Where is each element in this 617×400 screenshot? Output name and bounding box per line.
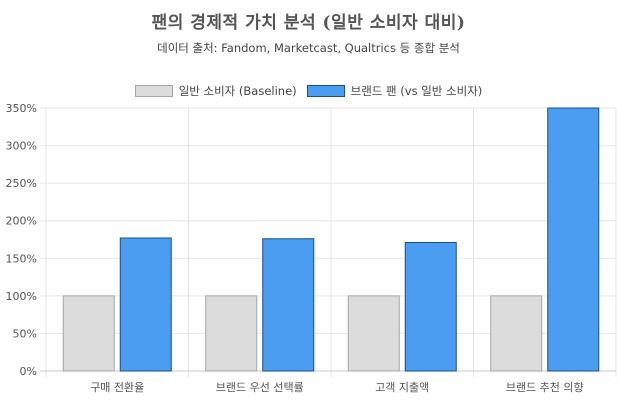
bar-fan: [547, 107, 600, 372]
legend-label-fan: 브랜드 팬 (vs 일반 소비자): [350, 84, 483, 98]
x-tick-label: 고객 지출액: [375, 381, 429, 394]
legend-swatch-fan: [306, 85, 345, 97]
legend: 일반 소비자 (Baseline) 브랜드 팬 (vs 일반 소비자): [0, 83, 617, 99]
legend-item-fan[interactable]: 브랜드 팬 (vs 일반 소비자): [306, 83, 483, 99]
x-tick-label: 브랜드 추천 의향: [506, 380, 584, 394]
y-tick-label: 200%: [6, 215, 37, 228]
y-tick-label: 350%: [6, 102, 37, 115]
x-tick-label: 구매 전환율: [90, 381, 144, 394]
bar-fan: [262, 238, 315, 372]
legend-swatch-baseline: [134, 85, 173, 97]
y-tick-label: 100%: [6, 290, 37, 303]
bar-fan: [119, 237, 172, 372]
chart-subtitle: 데이터 출처: Fandom, Marketcast, Qualtrics 등 …: [157, 41, 460, 55]
legend-item-baseline[interactable]: 일반 소비자 (Baseline): [134, 83, 297, 99]
y-tick-label: 300%: [6, 140, 37, 153]
y-tick-label: 250%: [6, 177, 37, 190]
bar-baseline: [62, 295, 115, 372]
bar-baseline: [347, 295, 400, 372]
legend-label-baseline: 일반 소비자 (Baseline): [178, 84, 297, 98]
y-tick-label: 150%: [6, 252, 37, 265]
y-tick-label: 0%: [20, 365, 37, 378]
x-tick-label: 브랜드 우선 선택률: [216, 381, 304, 394]
bar-fan: [404, 242, 457, 372]
bar-baseline: [205, 295, 258, 372]
y-tick-label: 50%: [13, 327, 37, 340]
bar-baseline: [490, 295, 543, 372]
chart-title: 팬의 경제적 가치 분석 (일반 소비자 대비): [151, 13, 466, 33]
